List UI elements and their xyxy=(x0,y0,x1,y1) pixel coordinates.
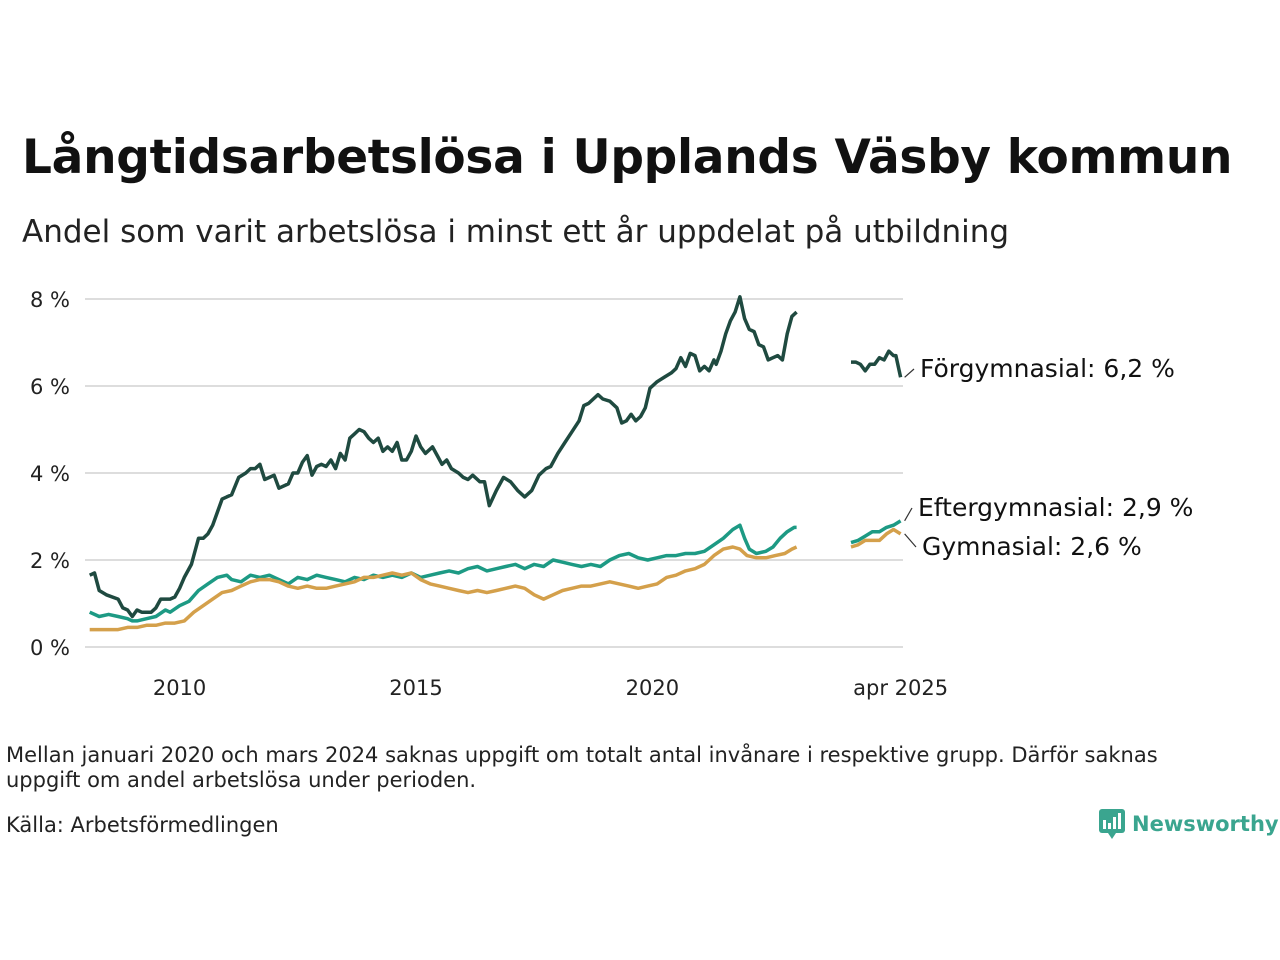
x-tick-label: 2020 xyxy=(626,676,679,700)
label-leader xyxy=(904,368,915,378)
chart-title: Långtidsarbetslösa i Upplands Väsby komm… xyxy=(22,130,1233,185)
label-leader xyxy=(904,507,913,522)
y-axis: 0 % 2 % 4 % 6 % 8 % xyxy=(30,288,70,660)
newsworthy-logo[interactable]: Newsworthy xyxy=(1098,808,1279,840)
y-tick-label: 8 % xyxy=(30,288,70,312)
series-line-förgymnasial xyxy=(88,295,798,619)
series-label-förgymnasial: Förgymnasial: 6,2 % xyxy=(920,354,1175,383)
y-tick-label: 4 % xyxy=(30,462,70,486)
y-tick-label: 2 % xyxy=(30,549,70,573)
x-tick-label: 2015 xyxy=(389,676,442,700)
series-line-eftergymnasial xyxy=(88,523,797,623)
y-tick-label: 6 % xyxy=(30,375,70,399)
x-tick-label: apr 2025 xyxy=(853,676,948,700)
series-labels: Förgymnasial: 6,2 % Eftergymnasial: 2,9 %… xyxy=(904,354,1193,561)
logo-text: Newsworthy xyxy=(1132,812,1279,836)
grid xyxy=(85,298,903,648)
line-chart: 0 % 2 % 4 % 6 % 8 % 2010 2015 2020 apr 2025 För… xyxy=(30,288,1193,700)
y-tick-label: 0 % xyxy=(30,636,70,660)
footnote: Mellan januari 2020 och mars 2024 saknas… xyxy=(6,743,1158,792)
series-label-gymnasial: Gymnasial: 2,6 % xyxy=(922,532,1142,561)
series-label-eftergymnasial: Eftergymnasial: 2,9 % xyxy=(918,493,1193,522)
newsworthy-logo-icon xyxy=(1099,809,1125,839)
label-leader xyxy=(904,533,917,548)
series-line-eftergymnasial xyxy=(850,519,902,545)
x-tick-label: 2010 xyxy=(153,676,206,700)
x-axis: 2010 2015 2020 apr 2025 xyxy=(153,676,948,700)
series-line-gymnasial xyxy=(850,527,902,549)
source-text: Källa: Arbetsförmedlingen xyxy=(6,813,279,837)
series-line-förgymnasial xyxy=(851,349,903,378)
chart-subtitle: Andel som varit arbetslösa i minst ett å… xyxy=(22,214,1010,250)
series-line-gymnasial xyxy=(89,545,798,632)
series-lines xyxy=(88,295,903,632)
